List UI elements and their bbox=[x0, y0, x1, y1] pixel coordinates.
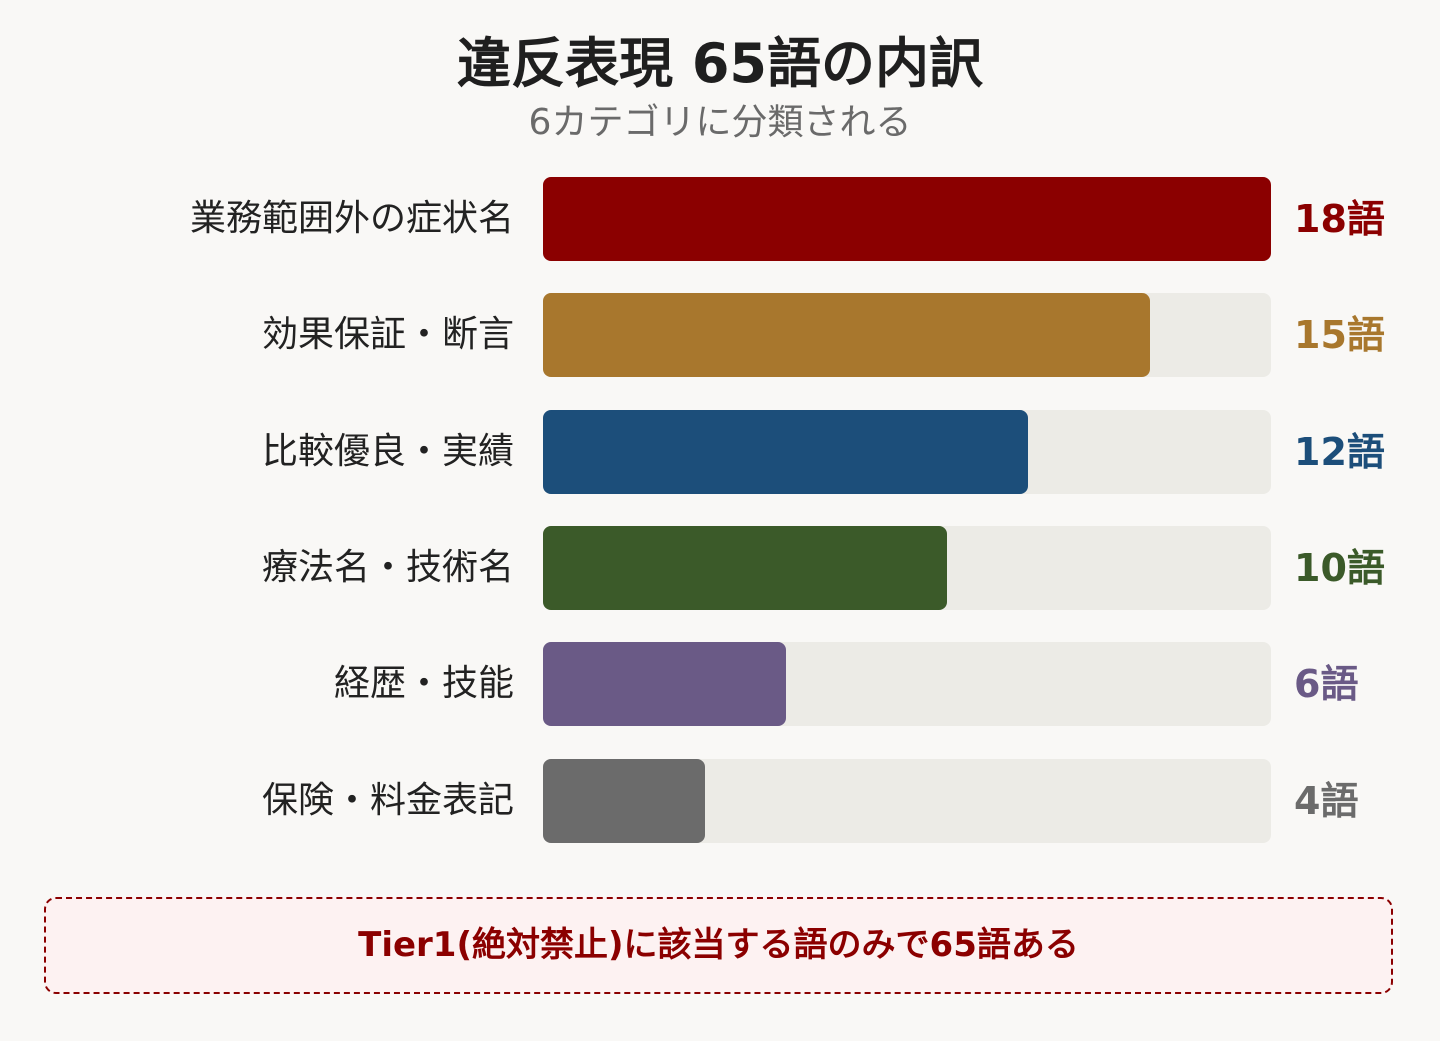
value-label: 4語 bbox=[1294, 779, 1359, 823]
bar-row: 比較優良・実績 12語 bbox=[0, 410, 1440, 494]
chart-subtitle: 6カテゴリに分類される bbox=[528, 102, 912, 143]
bar bbox=[543, 177, 1271, 261]
bar bbox=[543, 410, 1028, 494]
value-label: 18語 bbox=[1294, 197, 1385, 241]
bar bbox=[543, 759, 705, 843]
value-label: 10語 bbox=[1294, 546, 1385, 590]
bar-track bbox=[543, 642, 1271, 726]
bar bbox=[543, 526, 947, 610]
category-label: 効果保証・断言 bbox=[261, 314, 514, 355]
bar-track bbox=[543, 177, 1271, 261]
category-label: 経歴・技能 bbox=[333, 663, 514, 704]
category-label: 保険・料金表記 bbox=[261, 780, 514, 821]
bar-row: 療法名・技術名 10語 bbox=[0, 526, 1440, 610]
bar-row: 業務範囲外の症状名 18語 bbox=[0, 177, 1440, 261]
category-label: 業務範囲外の症状名 bbox=[189, 198, 514, 239]
category-label: 比較優良・実績 bbox=[261, 431, 514, 472]
bar bbox=[543, 642, 786, 726]
bar-track bbox=[543, 410, 1271, 494]
bar bbox=[543, 293, 1150, 377]
bar-row: 経歴・技能 6語 bbox=[0, 642, 1440, 726]
bar-row: 効果保証・断言 15語 bbox=[0, 293, 1440, 377]
value-label: 15語 bbox=[1294, 313, 1385, 357]
bar-track bbox=[543, 759, 1271, 843]
value-label: 6語 bbox=[1294, 662, 1359, 706]
value-label: 12語 bbox=[1294, 430, 1385, 474]
category-label: 療法名・技術名 bbox=[261, 547, 514, 588]
note-box: Tier1(絶対禁止)に該当する語のみで65語ある bbox=[44, 897, 1393, 994]
bar-track bbox=[543, 293, 1271, 377]
chart-title: 違反表現 65語の内訳 bbox=[457, 32, 983, 95]
bar-track bbox=[543, 526, 1271, 610]
bar-row: 保険・料金表記 4語 bbox=[0, 759, 1440, 843]
note-text: Tier1(絶対禁止)に該当する語のみで65語ある bbox=[358, 925, 1079, 965]
